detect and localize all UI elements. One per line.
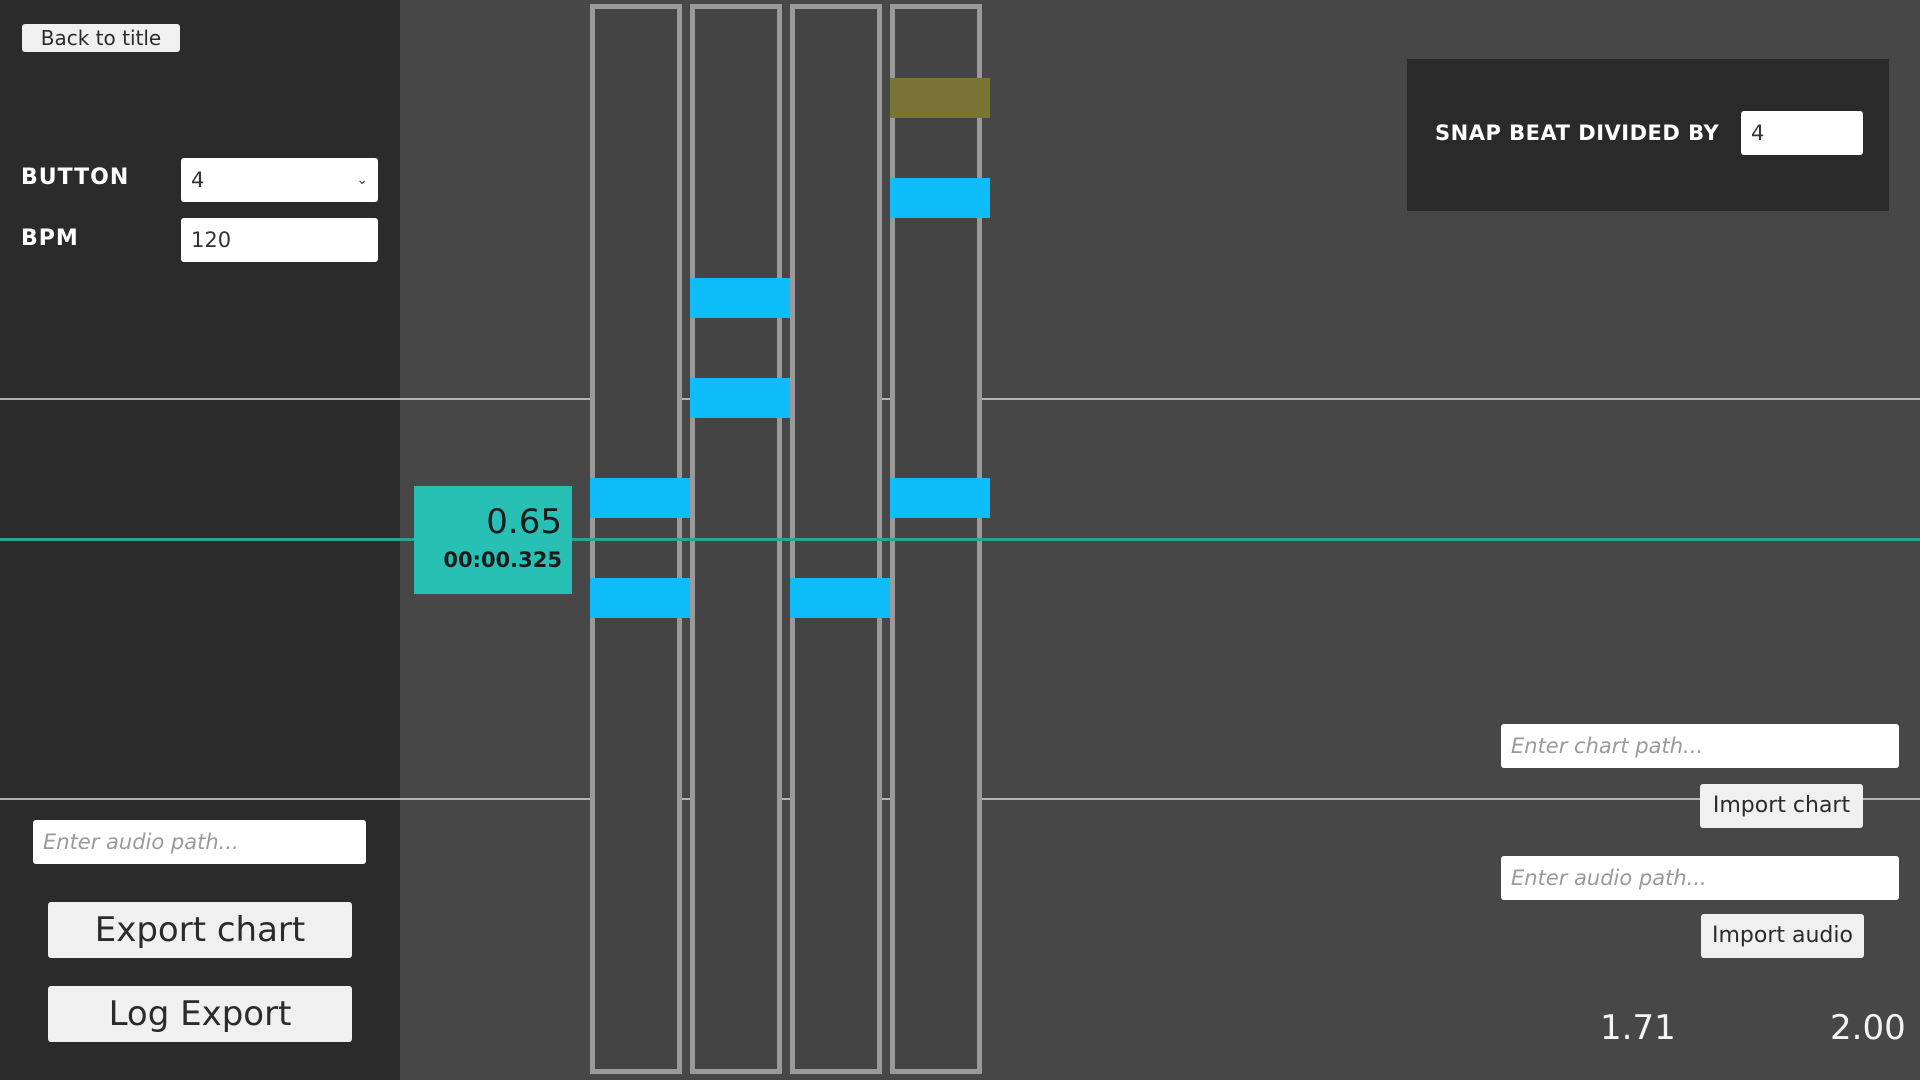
note-lane-4[interactable] <box>890 178 990 218</box>
chevron-down-icon: ⌄ <box>356 172 368 188</box>
note-lane-1[interactable] <box>590 578 690 618</box>
snap-panel: SNAP BEAT DIVIDED BY 4 <box>1407 59 1889 211</box>
audio-path-input-right[interactable]: Enter audio path... <box>1501 856 1899 900</box>
button-count-value: 4 <box>191 168 205 192</box>
import-chart-button[interactable]: Import chart <box>1700 784 1863 828</box>
note-lane-1[interactable] <box>590 478 690 518</box>
import-audio-button[interactable]: Import audio <box>1701 914 1864 958</box>
ghost-note-preview <box>890 78 990 118</box>
export-chart-button[interactable]: Export chart <box>48 902 352 958</box>
time-position: 00:00.325 <box>443 548 562 572</box>
button-count-label: BUTTON <box>21 165 130 190</box>
bpm-input[interactable]: 120 <box>181 218 378 262</box>
chart-path-input[interactable]: Enter chart path... <box>1501 724 1899 768</box>
audio-path-input-left[interactable]: Enter audio path... <box>33 820 366 864</box>
readout-right: 2.00 <box>1830 1008 1906 1048</box>
bpm-label: BPM <box>21 226 79 251</box>
button-count-select[interactable]: 4 ⌄ <box>181 158 378 202</box>
log-export-button[interactable]: Log Export <box>48 986 352 1042</box>
snap-input[interactable]: 4 <box>1741 111 1863 155</box>
playhead-line <box>0 538 1920 541</box>
note-lane-3[interactable] <box>790 578 890 618</box>
note-lane-2[interactable] <box>690 278 790 318</box>
note-lane-2[interactable] <box>690 378 790 418</box>
note-lane-4[interactable] <box>890 478 990 518</box>
position-indicator: 0.65 00:00.325 <box>414 486 572 594</box>
readout-left: 1.71 <box>1600 1008 1676 1048</box>
beat-position: 0.65 <box>486 502 562 542</box>
snap-label: SNAP BEAT DIVIDED BY <box>1435 121 1720 145</box>
back-to-title-button[interactable]: Back to title <box>22 24 180 52</box>
